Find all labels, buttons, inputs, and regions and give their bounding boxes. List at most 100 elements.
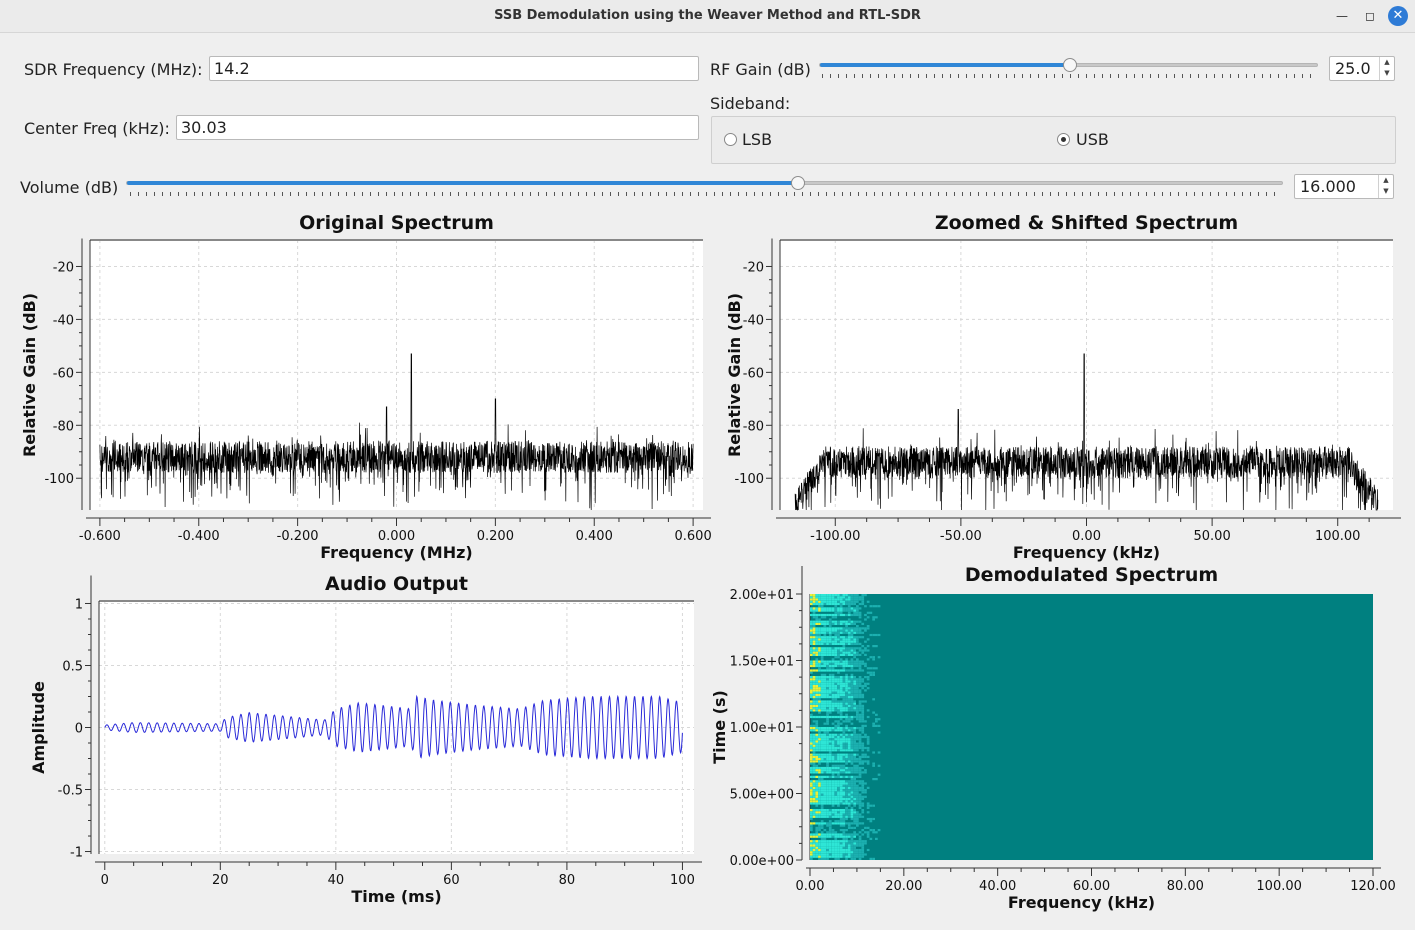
spin-down-icon[interactable]: ▼: [1383, 187, 1389, 195]
waterfall-cell: [853, 742, 856, 745]
waterfall-cell: [858, 782, 862, 785]
waterfall-cell: [847, 840, 851, 843]
waterfall-cell: [828, 735, 832, 739]
waterfall-cell: [820, 689, 824, 692]
waterfall-cell: [820, 709, 824, 712]
waterfall-cell: [815, 800, 819, 803]
waterfall-cell: [839, 746, 843, 750]
waterfall-cell: [869, 673, 873, 676]
waterfall-cell: [866, 658, 870, 661]
waterfall-cell: [831, 769, 835, 772]
waterfall-cell: [869, 829, 873, 832]
waterfall-cell: [861, 631, 865, 634]
waterfall-cell: [820, 629, 824, 632]
rf-gain-spinbox[interactable]: 25.0 ▲ ▼: [1329, 56, 1395, 81]
waterfall-cell: [834, 600, 838, 603]
center-freq-input[interactable]: [176, 115, 699, 140]
waterfall-cell: [861, 846, 865, 849]
waterfall-cell: [828, 855, 832, 858]
rf-gain-slider[interactable]: [819, 58, 1318, 72]
waterfall-cell: [831, 700, 835, 703]
maximize-icon[interactable]: ◻: [1365, 9, 1375, 23]
waterfall-cell: [818, 653, 821, 656]
volume-spinbox[interactable]: 16.000 ▲ ▼: [1294, 174, 1394, 199]
waterfall-cell: [820, 811, 824, 814]
waterfall-cell: [810, 784, 813, 787]
waterfall-cell: [853, 640, 856, 643]
close-icon[interactable]: ✕: [1388, 6, 1408, 26]
rf-gain-slider-handle[interactable]: [1062, 58, 1077, 72]
waterfall-cell: [834, 771, 838, 774]
waterfall-cell: [845, 835, 848, 838]
waterfall-cell: [850, 622, 854, 625]
waterfall-cell: [861, 720, 865, 723]
x-tick-label: 20.00: [885, 879, 922, 894]
waterfall-cell: [815, 746, 819, 750]
waterfall-cell: [828, 751, 832, 754]
waterfall-cell: [864, 682, 867, 685]
waterfall-cell: [864, 724, 867, 727]
spin-up-icon[interactable]: ▲: [1383, 176, 1389, 184]
waterfall-cell: [815, 853, 819, 856]
x-tick-label: 120.00: [1350, 879, 1396, 894]
y-axis-label: Amplitude: [29, 681, 48, 774]
waterfall-cell: [834, 613, 838, 617]
sdr-frequency-input[interactable]: [209, 56, 699, 81]
waterfall-cell: [847, 771, 851, 774]
waterfall-cell: [856, 704, 859, 707]
waterfall-cell: [810, 640, 813, 643]
usb-radio[interactable]: [1057, 133, 1070, 146]
waterfall-cell: [856, 640, 859, 643]
waterfall-cell: [845, 684, 848, 688]
waterfall-cell: [850, 811, 854, 814]
x-tick-label: 100.00: [1315, 529, 1361, 544]
waterfall-cell: [842, 682, 846, 685]
waterfall-cell: [815, 744, 819, 747]
waterfall-cell: [842, 676, 846, 679]
waterfall-cell: [826, 831, 829, 834]
waterfall-cell: [823, 622, 827, 625]
lsb-label[interactable]: LSB: [742, 130, 773, 149]
volume-slider-handle[interactable]: [791, 176, 806, 190]
spin-down-icon[interactable]: ▼: [1384, 69, 1390, 77]
waterfall-cell: [850, 662, 854, 665]
waterfall-cell: [856, 611, 859, 614]
waterfall-cell: [856, 742, 859, 745]
waterfall-cell: [858, 795, 862, 798]
waterfall-cell: [810, 678, 813, 681]
waterfall-cell: [837, 729, 840, 732]
waterfall-cell: [850, 704, 854, 707]
window-titlebar: SSB Demodulation using the Weaver Method…: [0, 0, 1415, 33]
minimize-icon[interactable]: —: [1336, 9, 1348, 23]
volume-slider[interactable]: [126, 176, 1283, 190]
waterfall-cell: [858, 602, 862, 606]
waterfall-cell: [823, 594, 827, 597]
usb-label[interactable]: USB: [1076, 130, 1109, 149]
waterfall-cell: [820, 826, 824, 829]
waterfall-cell: [845, 840, 848, 843]
waterfall-cell: [834, 735, 838, 739]
waterfall-cell: [834, 820, 838, 823]
waterfall-cell: [858, 720, 862, 723]
waterfall-cell: [818, 731, 821, 734]
waterfall-cell: [834, 789, 838, 792]
waterfall-cell: [828, 740, 832, 743]
waterfall-cell: [842, 755, 846, 758]
rf-gain-spin-arrows[interactable]: ▲ ▼: [1379, 57, 1394, 80]
volume-spin-arrows[interactable]: ▲ ▼: [1378, 175, 1393, 198]
waterfall-cell: [845, 742, 848, 745]
waterfall-cell: [839, 598, 843, 601]
waterfall-cell: [850, 594, 854, 597]
lsb-radio[interactable]: [724, 133, 737, 146]
waterfall-cell: [839, 793, 843, 796]
waterfall-cell: [828, 815, 832, 818]
waterfall-cell: [847, 618, 851, 621]
spin-up-icon[interactable]: ▲: [1384, 58, 1390, 66]
waterfall-cell: [831, 813, 835, 816]
waterfall-cell: [815, 784, 819, 787]
waterfall-cell: [823, 729, 827, 732]
waterfall-cell: [826, 749, 829, 752]
waterfall-cell: [842, 746, 846, 750]
waterfall-cell: [818, 811, 821, 814]
waterfall-cell: [828, 667, 832, 670]
